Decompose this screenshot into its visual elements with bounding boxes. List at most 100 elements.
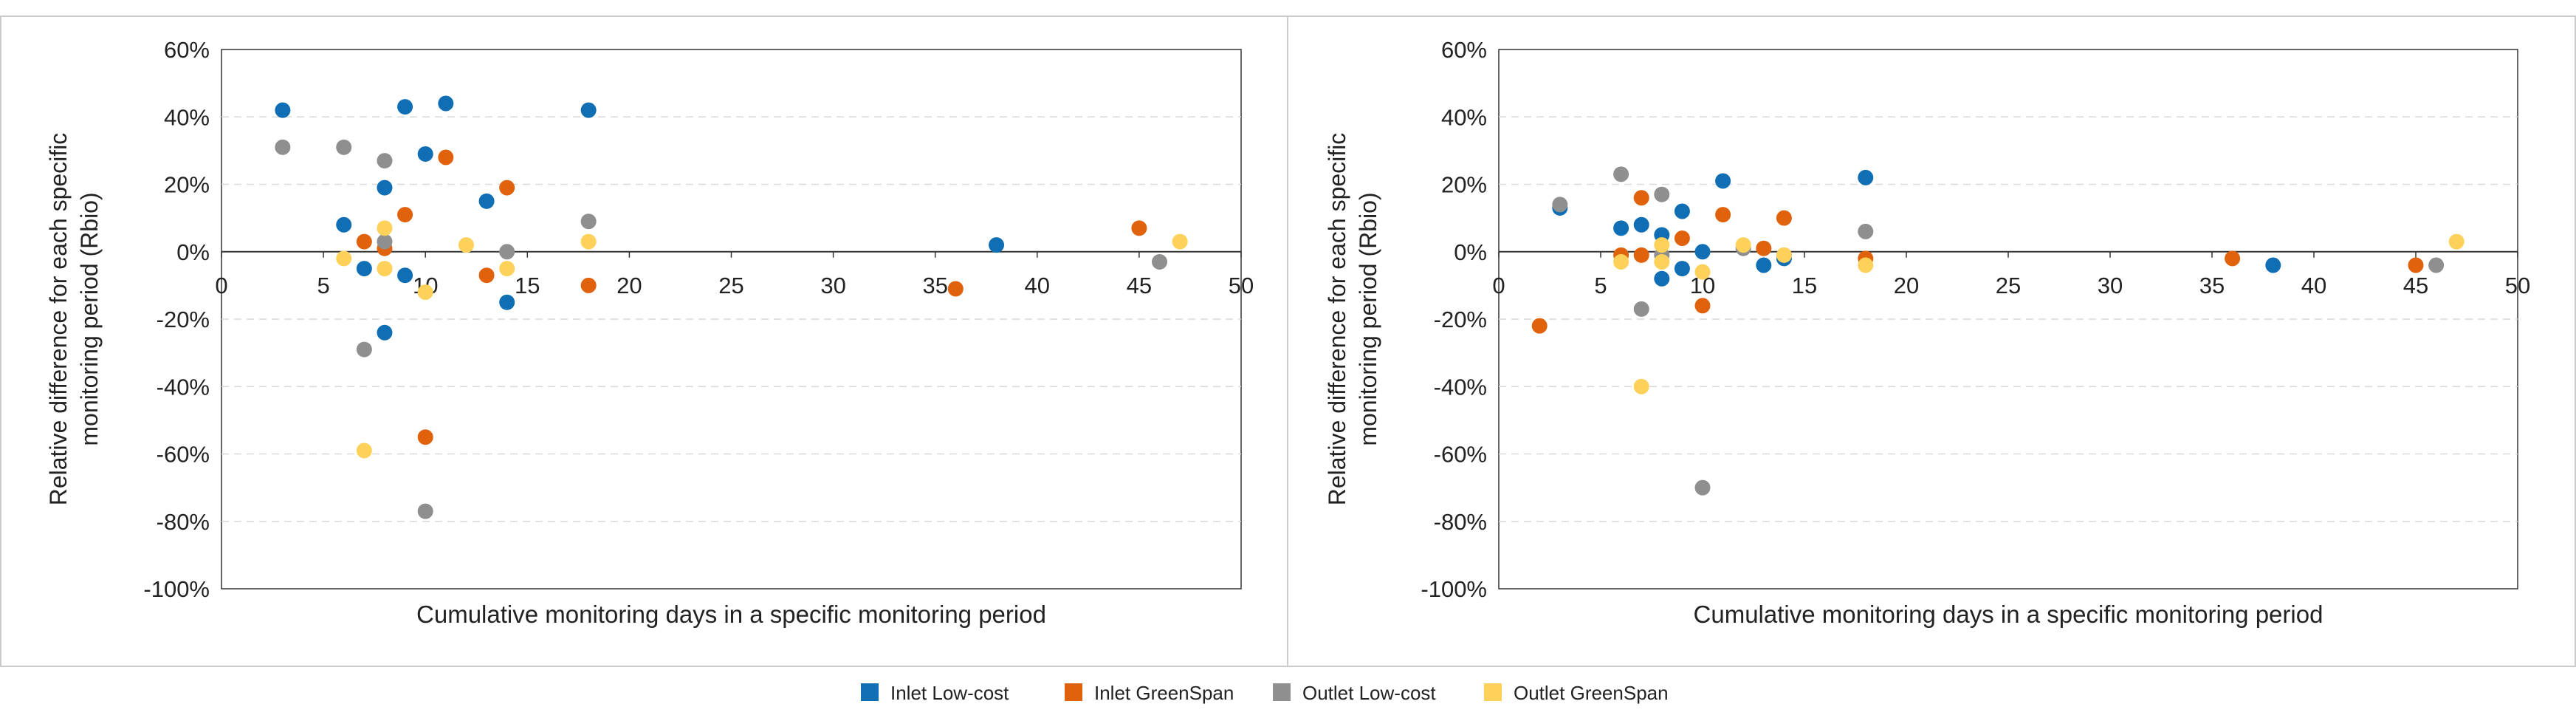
point-outlet-greenspan	[2448, 233, 2465, 250]
x-tick-label: 35	[922, 273, 947, 298]
legend-swatch-inlet-low-cost	[861, 683, 879, 701]
y-tick-label: 60%	[1441, 37, 1487, 63]
y-tick-label: -20%	[1434, 307, 1487, 332]
legend-swatch-outlet-greenspan	[1484, 683, 1502, 701]
x-tick-label: 40	[2301, 273, 2326, 298]
legend: Inlet Low-cost Inlet GreenSpan Outlet Lo…	[861, 682, 1669, 704]
scatter-panel-right: 0 5 10 15 20 25 30 35 40 45 50-100%-80%-60%-40%-20…	[1324, 37, 2530, 628]
point-outlet-low-cost	[275, 139, 291, 155]
y-tick-label: -100%	[143, 576, 210, 602]
point-inlet-greenspan	[1776, 210, 1792, 226]
y-tick-label: -40%	[157, 374, 210, 400]
point-inlet-low-cost	[478, 193, 495, 209]
point-inlet-low-cost	[1756, 257, 1772, 273]
point-outlet-greenspan	[356, 442, 372, 459]
point-inlet-low-cost	[1858, 169, 1874, 185]
point-outlet-greenspan	[336, 250, 352, 267]
point-outlet-low-cost	[1613, 166, 1629, 182]
point-outlet-greenspan	[1654, 237, 1670, 253]
x-tick-label: 0	[215, 273, 227, 298]
point-outlet-low-cost	[336, 139, 352, 155]
point-inlet-low-cost	[397, 99, 413, 115]
y-tick-label: 20%	[1441, 172, 1487, 198]
point-inlet-low-cost	[2265, 257, 2281, 273]
y-tick-label: 0%	[176, 239, 210, 265]
point-outlet-low-cost	[1654, 186, 1670, 202]
point-inlet-greenspan	[438, 149, 454, 165]
x-tick-label: 35	[2199, 273, 2225, 298]
y-tick-label: 60%	[164, 37, 210, 63]
point-outlet-greenspan	[417, 284, 433, 300]
y-axis-title-line: Relative difference for each specific	[1324, 133, 1350, 506]
x-tick-label: 50	[1229, 273, 1254, 298]
point-outlet-greenspan	[1858, 257, 1874, 273]
y-tick-label: -40%	[1434, 374, 1487, 400]
scatter-panel-left: 05101520253035404550-100%-80%-60%-40%-20…	[45, 37, 1254, 628]
point-inlet-greenspan	[478, 267, 495, 284]
legend-item-outlet-greenspan: Outlet GreenSpan	[1484, 682, 1669, 704]
point-inlet-low-cost	[336, 216, 352, 233]
y-tick-label: -80%	[157, 509, 210, 535]
point-outlet-low-cost	[1552, 197, 1568, 213]
point-outlet-greenspan	[499, 261, 515, 277]
legend-label-inlet-low-cost: Inlet Low-cost	[890, 682, 1009, 704]
point-inlet-low-cost	[989, 237, 1005, 253]
legend-label-inlet-greenspan: Inlet GreenSpan	[1094, 682, 1234, 704]
legend-item-outlet-low-cost: Outlet Low-cost	[1273, 682, 1436, 704]
point-inlet-greenspan	[1633, 247, 1649, 263]
x-axis-title: Cumulative monitoring days in a specific…	[1694, 601, 2323, 628]
point-inlet-low-cost	[417, 146, 433, 162]
y-tick-label: -20%	[157, 307, 210, 332]
point-outlet-greenspan	[377, 220, 393, 236]
point-outlet-greenspan	[377, 261, 393, 277]
point-inlet-low-cost	[1674, 261, 1690, 277]
point-inlet-low-cost	[377, 180, 393, 196]
point-outlet-low-cost	[356, 341, 372, 358]
y-axis-title-line: monitoring period (Rbio)	[76, 192, 103, 445]
y-tick-label: 40%	[1441, 104, 1487, 130]
point-inlet-low-cost	[377, 324, 393, 341]
point-outlet-greenspan	[1776, 247, 1792, 263]
y-tick-label: -60%	[157, 442, 210, 468]
y-tick-label: 0%	[1454, 239, 1487, 265]
x-tick-label: 5	[1594, 273, 1607, 298]
point-inlet-greenspan	[947, 281, 964, 297]
point-outlet-low-cost	[1858, 223, 1874, 239]
point-outlet-low-cost	[377, 233, 393, 250]
x-tick-label: 15	[515, 273, 540, 298]
point-inlet-greenspan	[397, 207, 413, 223]
point-inlet-low-cost	[580, 102, 597, 118]
x-tick-label: 0	[1492, 273, 1505, 298]
point-inlet-low-cost	[275, 102, 291, 118]
legend-swatch-outlet-low-cost	[1273, 683, 1291, 701]
x-axis-title: Cumulative monitoring days in a specific…	[416, 601, 1046, 628]
x-tick-label: 25	[718, 273, 743, 298]
point-outlet-greenspan	[458, 237, 474, 253]
point-inlet-low-cost	[1674, 203, 1690, 219]
point-inlet-low-cost	[397, 267, 413, 284]
point-inlet-low-cost	[438, 95, 454, 112]
point-inlet-greenspan	[1715, 207, 1731, 223]
y-tick-label: -80%	[1434, 509, 1487, 535]
point-outlet-greenspan	[1633, 378, 1649, 394]
legend-label-outlet-low-cost: Outlet Low-cost	[1302, 682, 1436, 704]
point-outlet-greenspan	[1694, 264, 1711, 280]
x-tick-label: 40	[1025, 273, 1050, 298]
point-inlet-low-cost	[356, 261, 372, 277]
point-inlet-low-cost	[1715, 173, 1731, 189]
point-inlet-greenspan	[1694, 298, 1711, 314]
point-inlet-greenspan	[356, 233, 372, 250]
y-axis-title-line: monitoring period (Rbio)	[1355, 192, 1381, 445]
x-tick-label: 20	[1894, 273, 1919, 298]
x-tick-label: 20	[616, 273, 642, 298]
legend-swatch-inlet-greenspan	[1065, 683, 1082, 701]
point-outlet-low-cost	[1633, 301, 1649, 317]
point-inlet-greenspan	[2408, 257, 2424, 273]
point-outlet-low-cost	[377, 153, 393, 169]
point-inlet-greenspan	[1131, 220, 1147, 236]
point-outlet-low-cost	[580, 213, 597, 230]
y-tick-label: 20%	[164, 172, 210, 198]
point-inlet-greenspan	[1756, 240, 1772, 256]
point-inlet-low-cost	[499, 294, 515, 310]
